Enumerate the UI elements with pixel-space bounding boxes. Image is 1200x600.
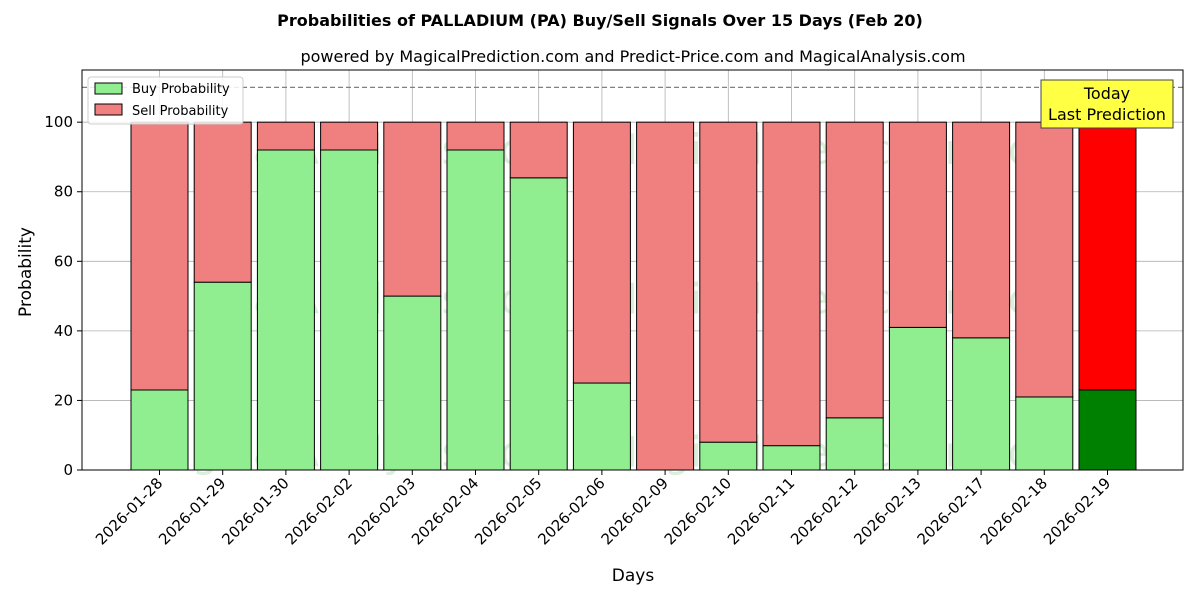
x-axis-ticks: 2026-01-282026-01-292026-01-302026-02-02… xyxy=(92,470,1114,548)
bar-sell-2026-02-04 xyxy=(446,121,505,151)
bar-sell-2026-02-05 xyxy=(509,121,568,179)
x-tick-label: 2026-01-30 xyxy=(218,474,292,548)
x-tick-label: 2026-02-05 xyxy=(471,474,545,548)
y-axis-ticks: 0 20 40 60 80 100 xyxy=(44,113,82,479)
x-tick-label: 2026-02-09 xyxy=(598,474,672,548)
bar-buy-2026-02-19 xyxy=(1078,389,1137,471)
x-tick-label: 2026-02-03 xyxy=(345,474,419,548)
legend: Buy Probability Sell Probability xyxy=(87,76,244,125)
bar-buy-2026-02-18 xyxy=(1015,396,1074,471)
bar-buy-2026-02-12 xyxy=(825,417,884,471)
bar-sell-2026-02-10 xyxy=(699,121,758,443)
x-tick-label: 2026-02-18 xyxy=(977,474,1051,548)
y-tick-label: 40 xyxy=(54,322,73,340)
x-axis-label: Days xyxy=(612,566,655,586)
bar-buy-2026-02-10 xyxy=(699,441,758,471)
x-tick-label: 2026-02-06 xyxy=(534,474,608,548)
bar-sell-2026-01-28 xyxy=(130,121,189,391)
bar-sell-2026-02-18 xyxy=(1015,121,1074,398)
legend-box xyxy=(87,76,244,125)
bars xyxy=(130,121,1137,471)
bar-sell-2026-02-19 xyxy=(1078,121,1137,391)
x-tick-label: 2026-01-29 xyxy=(155,474,229,548)
bar-sell-2026-02-06 xyxy=(572,121,631,384)
x-tick-label: 2026-02-11 xyxy=(724,474,798,548)
bar-buy-2026-01-29 xyxy=(193,281,252,471)
bar-sell-2026-01-30 xyxy=(256,121,315,151)
bar-sell-2026-02-17 xyxy=(952,121,1011,339)
bar-buy-2026-02-04 xyxy=(446,149,505,471)
bar-buy-2026-01-30 xyxy=(256,149,315,471)
y-tick-label: 60 xyxy=(54,252,73,270)
y-tick-label: 20 xyxy=(54,391,73,409)
bar-sell-2026-02-09 xyxy=(636,121,695,471)
bar-buy-2026-02-13 xyxy=(888,326,947,471)
y-tick-label: 0 xyxy=(63,461,73,479)
x-tick-label: 2026-02-02 xyxy=(282,474,356,548)
legend-swatch-sell xyxy=(94,103,123,116)
today-annotation-box xyxy=(1040,79,1174,129)
x-tick-label: 2026-02-17 xyxy=(914,474,988,548)
x-tick-label: 2026-02-04 xyxy=(408,474,482,548)
bar-buy-2026-02-06 xyxy=(572,382,631,471)
x-tick-label: 2026-02-10 xyxy=(661,474,735,548)
bar-sell-2026-02-02 xyxy=(320,121,379,151)
legend-label-buy: Buy Probability xyxy=(132,82,230,97)
bar-sell-2026-02-11 xyxy=(762,121,821,447)
bar-buy-2026-02-05 xyxy=(509,177,568,471)
y-axis-label: Probability xyxy=(16,227,36,317)
bar-sell-2026-01-29 xyxy=(193,121,252,283)
last-prediction-label: Last Prediction xyxy=(1048,105,1166,124)
bar-buy-2026-02-02 xyxy=(320,149,379,471)
legend-swatch-buy xyxy=(94,82,123,95)
bar-sell-2026-02-12 xyxy=(825,121,884,419)
bar-sell-2026-02-03 xyxy=(383,121,442,297)
chart-subtitle: powered by MagicalPrediction.com and Pre… xyxy=(300,47,965,66)
bar-buy-2026-02-17 xyxy=(952,337,1011,471)
y-tick-label: 100 xyxy=(44,113,73,131)
chart-title: Probabilities of PALLADIUM (PA) Buy/Sell… xyxy=(277,11,923,30)
bar-sell-2026-02-13 xyxy=(888,121,947,328)
plot-frame xyxy=(81,69,1184,471)
x-tick-label: 2026-02-13 xyxy=(850,474,924,548)
legend-label-sell: Sell Probability xyxy=(132,104,229,119)
y-tick-label: 80 xyxy=(54,183,73,201)
today-annotation: Today Last Prediction xyxy=(1040,79,1174,129)
today-label: Today xyxy=(1083,84,1130,103)
bar-buy-2026-02-11 xyxy=(762,445,821,471)
x-tick-label: 2026-01-28 xyxy=(92,474,166,548)
bar-buy-2026-02-03 xyxy=(383,295,442,471)
x-tick-label: 2026-02-12 xyxy=(787,474,861,548)
bar-buy-2026-01-28 xyxy=(130,389,189,471)
x-tick-label: 2026-02-19 xyxy=(1040,474,1114,548)
